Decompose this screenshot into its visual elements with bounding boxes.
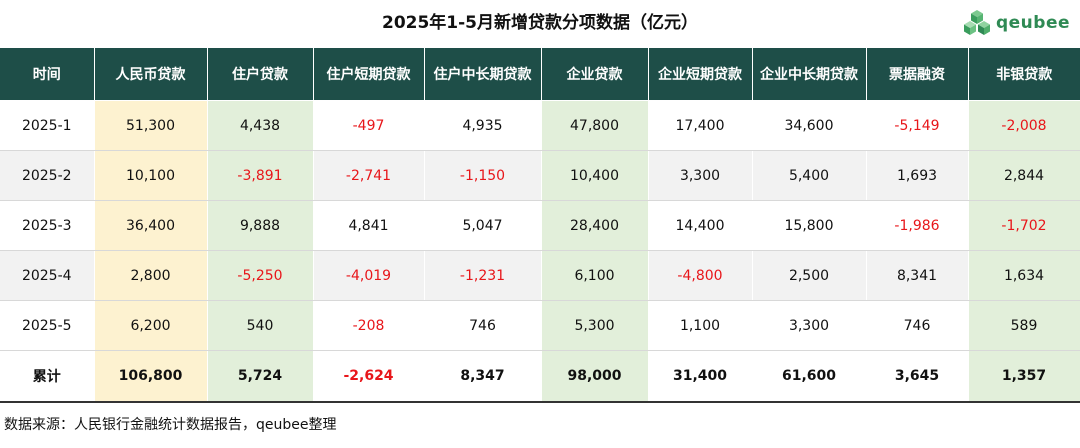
table-cell: 10,100	[94, 150, 208, 201]
table-cell: 14,400	[648, 200, 753, 251]
table-cell: 3,300	[752, 300, 867, 351]
table-cell: 1,693	[866, 150, 969, 201]
table-cell: 34,600	[752, 100, 867, 151]
table-cell: 6,100	[541, 250, 649, 301]
column-header: 住户贷款	[207, 48, 314, 101]
table-cell: 98,000	[541, 350, 649, 403]
table-cell: 746	[866, 300, 969, 351]
table-cell: -2,624	[313, 350, 425, 403]
table-cell: 36,400	[94, 200, 208, 251]
table-cell: -1,702	[968, 200, 1080, 251]
table-cell: 6,200	[94, 300, 208, 351]
loan-table: 时间 人民币贷款 住户贷款 住户短期贷款 住户中长期贷款 企业贷款 企业短期贷款 企业中长期贷…	[0, 48, 1080, 403]
table-cell: 15,800	[752, 200, 867, 251]
row-label: 2025-3	[0, 200, 95, 251]
table-cell: 2,844	[968, 150, 1080, 201]
table-cell: 5,724	[207, 350, 314, 403]
table-cell: -1,150	[424, 150, 542, 201]
column-header: 企业短期贷款	[648, 48, 753, 101]
column-header: 非银贷款	[968, 48, 1080, 101]
table-row: 2025-1 51,300 4,438 -497 4,935 47,800 17,400 34…	[0, 100, 1080, 151]
table-cell: 540	[207, 300, 314, 351]
table-cell: 4,841	[313, 200, 425, 251]
table-cell: -2,741	[313, 150, 425, 201]
column-header: 住户短期贷款	[313, 48, 425, 101]
table-cell: -5,250	[207, 250, 314, 301]
column-header: 人民币贷款	[94, 48, 208, 101]
cube-cluster-icon	[963, 10, 990, 35]
table-cell: -2,008	[968, 100, 1080, 151]
table-cell: 28,400	[541, 200, 649, 251]
table-cell: -5,149	[866, 100, 969, 151]
row-label: 2025-1	[0, 100, 95, 151]
total-row: 累计 106,800 5,724 -2,624 8,347 98,000 31,400 61,…	[0, 350, 1080, 403]
column-header: 票据融资	[866, 48, 969, 101]
row-label: 累计	[0, 350, 95, 403]
table-cell: 5,047	[424, 200, 542, 251]
column-header: 时间	[0, 48, 95, 101]
table-cell: 10,400	[541, 150, 649, 201]
source-note: 数据来源：人民银行金融统计数据报告，qeubee整理	[4, 417, 337, 433]
table-cell: 8,347	[424, 350, 542, 403]
table-cell: 5,300	[541, 300, 649, 351]
table-cell: -3,891	[207, 150, 314, 201]
chart-title: 2025年1-5月新增贷款分项数据（亿元）	[381, 13, 699, 33]
table-cell: 3,645	[866, 350, 969, 403]
column-header: 住户中长期贷款	[424, 48, 542, 101]
column-header: 企业中长期贷款	[752, 48, 867, 101]
table-cell: 31,400	[648, 350, 753, 403]
row-label: 2025-4	[0, 250, 95, 301]
column-header: 企业贷款	[541, 48, 649, 101]
table-row: 2025-4 2,800 -5,250 -4,019 -1,231 6,100 -4,800…	[0, 250, 1080, 301]
table-cell: -1,231	[424, 250, 542, 301]
table-cell: 61,600	[752, 350, 867, 403]
table-cell: -1,986	[866, 200, 969, 251]
table-cell: 2,800	[94, 250, 208, 301]
table-cell: -208	[313, 300, 425, 351]
table-cell: 5,400	[752, 150, 867, 201]
table-cell: -4,019	[313, 250, 425, 301]
logo-text: qeubee	[995, 13, 1070, 33]
table-cell: 106,800	[94, 350, 208, 403]
header-row: 时间 人民币贷款 住户贷款 住户短期贷款 住户中长期贷款 企业贷款 企业短期贷款 企业中长期贷…	[0, 48, 1080, 101]
table-cell: 9,888	[207, 200, 314, 251]
row-label: 2025-2	[0, 150, 95, 201]
table-cell: -497	[313, 100, 425, 151]
table-cell: 4,935	[424, 100, 542, 151]
table-row: 2025-5 6,200 540 -208 746 5,300 1,100 3,300 746 5…	[0, 300, 1080, 351]
table-cell: 3,300	[648, 150, 753, 201]
table-cell: 47,800	[541, 100, 649, 151]
row-label: 2025-5	[0, 300, 95, 351]
table-cell: 17,400	[648, 100, 753, 151]
table-row: 2025-2 10,100 -3,891 -2,741 -1,150 10,400 3,30…	[0, 150, 1080, 201]
table-cell: 589	[968, 300, 1080, 351]
table-cell: 1,357	[968, 350, 1080, 403]
table-cell: 2,500	[752, 250, 867, 301]
table-row: 2025-3 36,400 9,888 4,841 5,047 28,400 14,400 1…	[0, 200, 1080, 251]
table-cell: -4,800	[648, 250, 753, 301]
table-cell: 4,438	[207, 100, 314, 151]
logo: qeubee	[962, 6, 1070, 40]
table-cell: 1,100	[648, 300, 753, 351]
table-cell: 51,300	[94, 100, 208, 151]
table-cell: 8,341	[866, 250, 969, 301]
table-cell: 1,634	[968, 250, 1080, 301]
table-cell: 746	[424, 300, 542, 351]
